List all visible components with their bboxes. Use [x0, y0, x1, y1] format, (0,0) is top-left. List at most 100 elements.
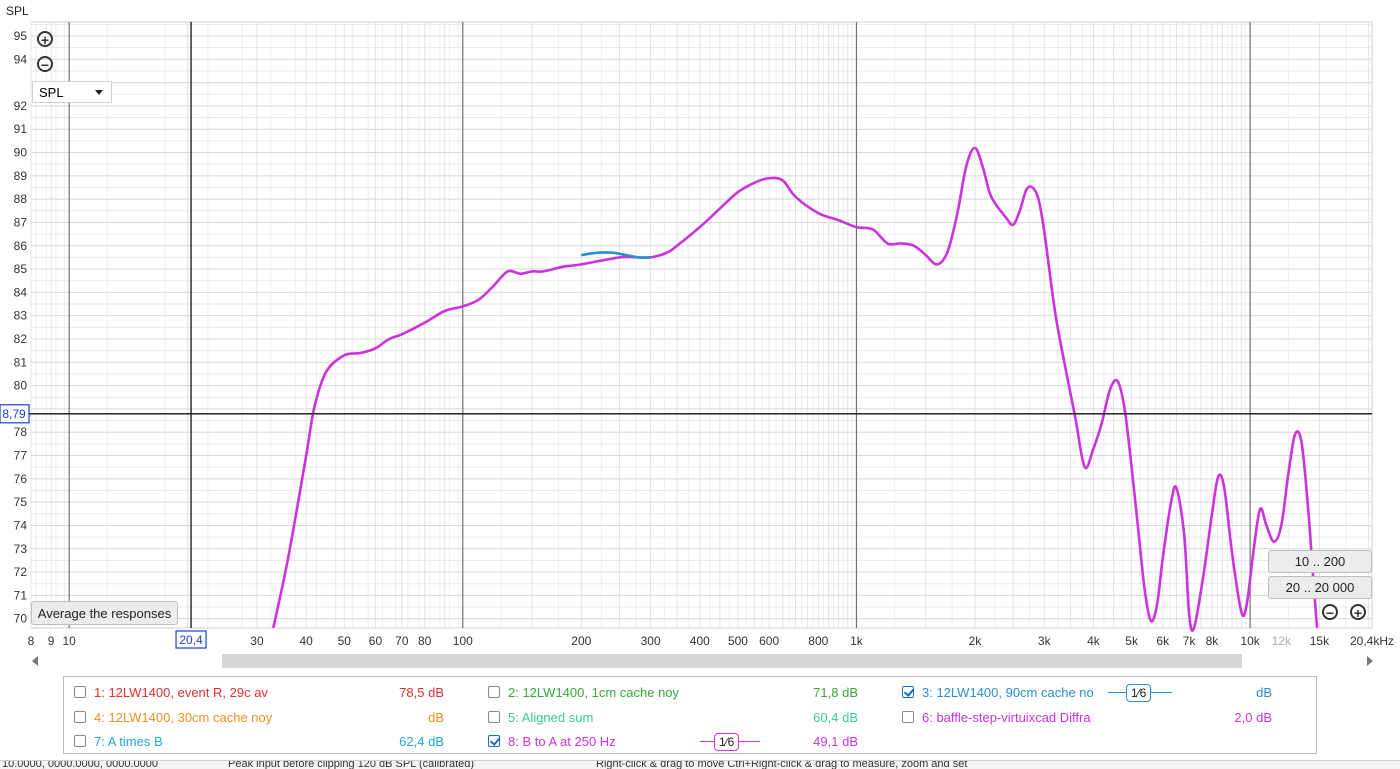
y-tick-label: 77 — [14, 449, 28, 463]
x-tick-label: 1k — [850, 634, 864, 648]
legend-label: 1: 12LW1400, event R, 29c av — [94, 684, 268, 700]
legend-label: 5: Aligned sum — [508, 709, 594, 725]
y-tick-label: 74 — [14, 518, 28, 532]
measurement-legend: 1: 12LW1400, event R, 29c av 78,5 dB 2: … — [63, 676, 1317, 754]
legend-value: 49,1 dB — [813, 734, 858, 749]
y-tick-label: 71 — [14, 588, 28, 602]
legend-item-5[interactable]: 5: Aligned sum — [488, 706, 593, 728]
x-tick-label: 20,4kHz — [1350, 634, 1394, 648]
status-bar: 10.0000, 0000.0000, 0000.0000 Peak input… — [0, 760, 1400, 769]
range-10-200-button[interactable]: 10 .. 200 — [1268, 550, 1372, 573]
x-tick-label: 8 — [28, 634, 35, 648]
legend-label: 6: baffle-step-virtuixcad Diffra — [922, 709, 1091, 725]
scroll-right-icon[interactable] — [1367, 656, 1373, 666]
legend-value: dB — [428, 710, 444, 725]
zoom-out-x-icon[interactable]: − — [1322, 604, 1338, 620]
decade-gridlines — [68, 22, 1251, 628]
checkbox[interactable] — [488, 686, 500, 698]
x-axis-ticks: 8 9 10 30 40 50 60 70 80 100 200 300 400 500 600 800 1k 2… — [28, 634, 1394, 648]
series-line-1 — [272, 146, 1319, 632]
legend-item-1[interactable]: 1: 12LW1400, event R, 29c av — [74, 681, 268, 703]
x-tick-label: 100 — [453, 634, 473, 648]
cursor-y-readout: 8,79 — [2, 407, 26, 421]
legend-label: 8: B to A at 250 Hz — [508, 733, 616, 749]
x-tick-label: 7k — [1183, 634, 1197, 648]
legend-item-2[interactable]: 2: 12LW1400, 1cm cache noy — [488, 681, 679, 703]
horizontal-scrollbar[interactable] — [30, 652, 1375, 670]
zoom-in-icon[interactable]: + — [37, 31, 53, 47]
x-tick-label: 50 — [338, 634, 352, 648]
scroll-thumb[interactable] — [222, 654, 1242, 668]
status-coordinates: 10.0000, 0000.0000, 0000.0000 — [2, 760, 158, 769]
legend-value: 2,0 dB — [1234, 710, 1272, 725]
x-tick-label: 8k — [1206, 634, 1220, 648]
scroll-left-icon[interactable] — [32, 656, 38, 666]
checkbox[interactable] — [902, 711, 914, 723]
x-tick-label: 60 — [369, 634, 383, 648]
cursor-x-readout: 20,4 — [179, 633, 203, 647]
y-tick-label: 94 — [14, 52, 28, 66]
legend-value: 71,8 dB — [813, 685, 858, 700]
y-axis-label: SPL — [6, 4, 29, 18]
legend-item-4[interactable]: 4: 12LW1400, 30cm cache noy — [74, 706, 272, 728]
y-tick-label: 83 — [14, 309, 28, 323]
y-tick-label: 76 — [14, 472, 28, 486]
x-tick-label: 12k — [1272, 634, 1292, 648]
x-tick-label: 10k — [1240, 634, 1260, 648]
checkbox[interactable] — [74, 735, 86, 747]
range-20-20000-button[interactable]: 20 .. 20 000 — [1268, 576, 1372, 599]
y-tick-label: 82 — [14, 332, 28, 346]
checkbox[interactable] — [488, 711, 500, 723]
y-tick-label: 84 — [14, 285, 28, 299]
series-layer — [272, 146, 1319, 632]
x-tick-label: 6k — [1156, 634, 1170, 648]
x-tick-label: 800 — [808, 634, 828, 648]
zoom-in-x-icon[interactable]: + — [1350, 604, 1366, 620]
checkbox[interactable] — [74, 686, 86, 698]
y-tick-label: 75 — [14, 495, 28, 509]
legend-label: 3: 12LW1400, 90cm cache no — [922, 684, 1094, 700]
y-tick-label: 70 — [14, 612, 28, 626]
y-axis-ticks: 70 71 72 73 74 75 76 77 78 80 81 82 83 84 85 86 87 88 89 90… — [14, 29, 28, 626]
x-tick-label: 9 — [48, 634, 55, 648]
chevron-down-icon — [95, 90, 103, 95]
legend-value: 60,4 dB — [813, 710, 858, 725]
checkbox[interactable] — [74, 711, 86, 723]
x-tick-label: 3k — [1038, 634, 1052, 648]
legend-item-3[interactable]: 3: 12LW1400, 90cm cache no — [902, 681, 1094, 703]
y-tick-label: 91 — [14, 122, 28, 136]
x-tick-label: 500 — [728, 634, 748, 648]
y-tick-label: 72 — [14, 565, 28, 579]
x-tick-label: 400 — [690, 634, 710, 648]
x-tick-label: 40 — [299, 634, 313, 648]
legend-value: dB — [1256, 685, 1272, 700]
legend-label: 7: A times B — [94, 733, 163, 749]
status-clipping: Peak input before clipping 120 dB SPL (c… — [228, 760, 475, 769]
smoothing-badge[interactable]: 1⁄6 — [1126, 684, 1152, 702]
measurement-type-dropdown[interactable]: SPL — [32, 81, 112, 103]
legend-label: 2: 12LW1400, 1cm cache noy — [508, 684, 680, 700]
x-tick-label: 600 — [759, 634, 779, 648]
smoothing-badge[interactable]: 1⁄6 — [714, 733, 740, 751]
x-tick-label: 2k — [969, 634, 983, 648]
y-tick-label: 78 — [14, 425, 28, 439]
y-tick-label: 95 — [14, 29, 28, 43]
checkbox-checked[interactable] — [902, 686, 914, 698]
y-tick-label: 92 — [14, 99, 28, 113]
legend-item-6[interactable]: 6: baffle-step-virtuixcad Diffra — [902, 706, 1091, 728]
zoom-out-icon[interactable]: − — [37, 56, 53, 72]
checkbox-checked[interactable] — [488, 735, 500, 747]
x-tick-label: 10 — [62, 634, 76, 648]
average-responses-button[interactable]: Average the responses — [31, 601, 178, 625]
x-tick-label: 5k — [1125, 634, 1139, 648]
legend-item-7[interactable]: 7: A times B — [74, 730, 163, 752]
fine-gridlines — [30, 21, 1373, 629]
legend-item-8[interactable]: 8: B to A at 250 Hz — [488, 730, 616, 752]
x-tick-label: 4k — [1087, 634, 1101, 648]
cursor-x-box — [175, 630, 207, 649]
legend-label: 4: 12LW1400, 30cm cache noy — [94, 709, 273, 725]
x-tick-label: 15k — [1310, 634, 1330, 648]
cursor-y-box — [0, 404, 30, 424]
y-tick-label: 90 — [14, 146, 28, 160]
spl-plot[interactable]: 20,4 8,79 70 71 72 73 74 75 76 77 78 80 81 82 83 84 85 8… — [0, 0, 1400, 650]
